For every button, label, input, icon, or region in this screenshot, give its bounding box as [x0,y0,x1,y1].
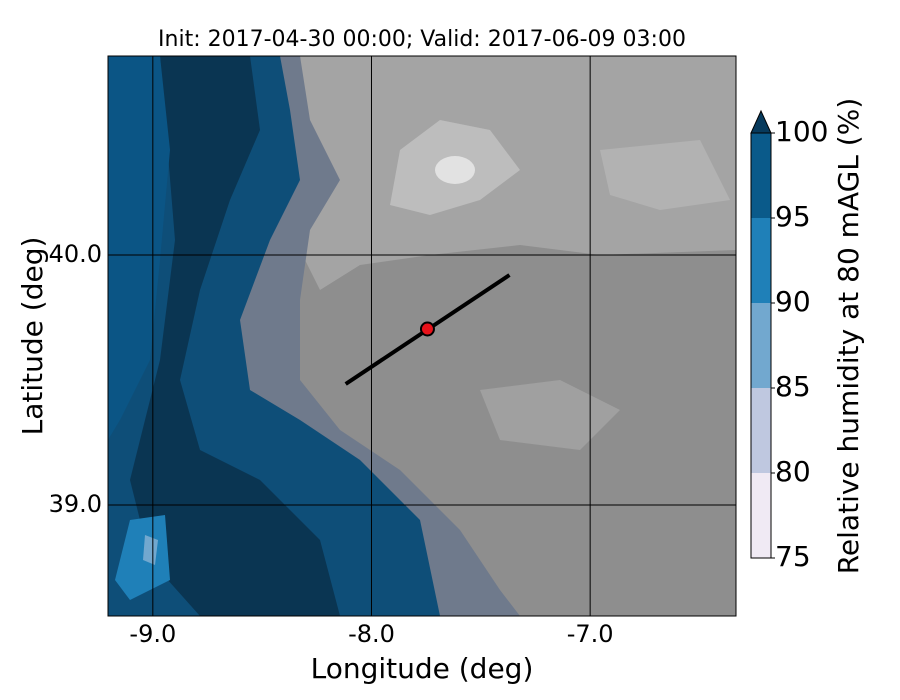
point-marker [419,321,435,337]
annotations [344,273,511,386]
colorbar-frame [750,132,772,559]
field-pocket [115,515,170,600]
colorbar-tick-label: 75 [775,540,811,573]
y-tick-label: 40.0 [49,240,102,268]
field-pocket-core [143,535,158,565]
colorbar-tick-label: 80 [775,455,811,488]
colorbar-tick-label: 90 [775,285,811,318]
colorbar-bin [751,303,771,388]
colorbar-extend [750,109,772,134]
y-ticks: 39.0 40.0 [49,240,102,518]
field-ocean [108,56,170,440]
map-field [108,56,736,616]
colorbar-bin [751,388,771,473]
colorbar-bin [751,133,771,218]
y-tick-label: 39.0 [49,490,102,518]
colorbar-tick-label: 85 [775,370,811,403]
field-coast [130,56,340,616]
colorbar-tick-label: 95 [775,200,811,233]
title: Init: 2017-04-30 00:00; Valid: 2017-06-0… [158,27,686,52]
field-upland-east [600,140,730,210]
colorbar-bin [751,473,771,558]
colorbar-tick-label: 100 [775,115,828,148]
colorbar-label: Relative humidity at 80 mAGL (%) [832,98,865,575]
x-tick-label: -9.0 [129,620,176,648]
x-tick-label: -8.0 [348,620,395,648]
field-upland [300,56,736,290]
x-axis-label: Longitude (deg) [311,652,534,685]
field-peak [435,156,475,184]
x-tick-label: -7.0 [567,620,614,648]
x-ticks: -9.0 -8.0 -7.0 [129,620,613,648]
field-hill [480,380,620,450]
graticule [108,56,736,616]
y-axis-label: Latitude (deg) [16,237,49,436]
plot-frame [107,55,737,617]
colorbar-bin [751,218,771,303]
colorbar: 75 80 85 90 95 100 [750,109,828,573]
